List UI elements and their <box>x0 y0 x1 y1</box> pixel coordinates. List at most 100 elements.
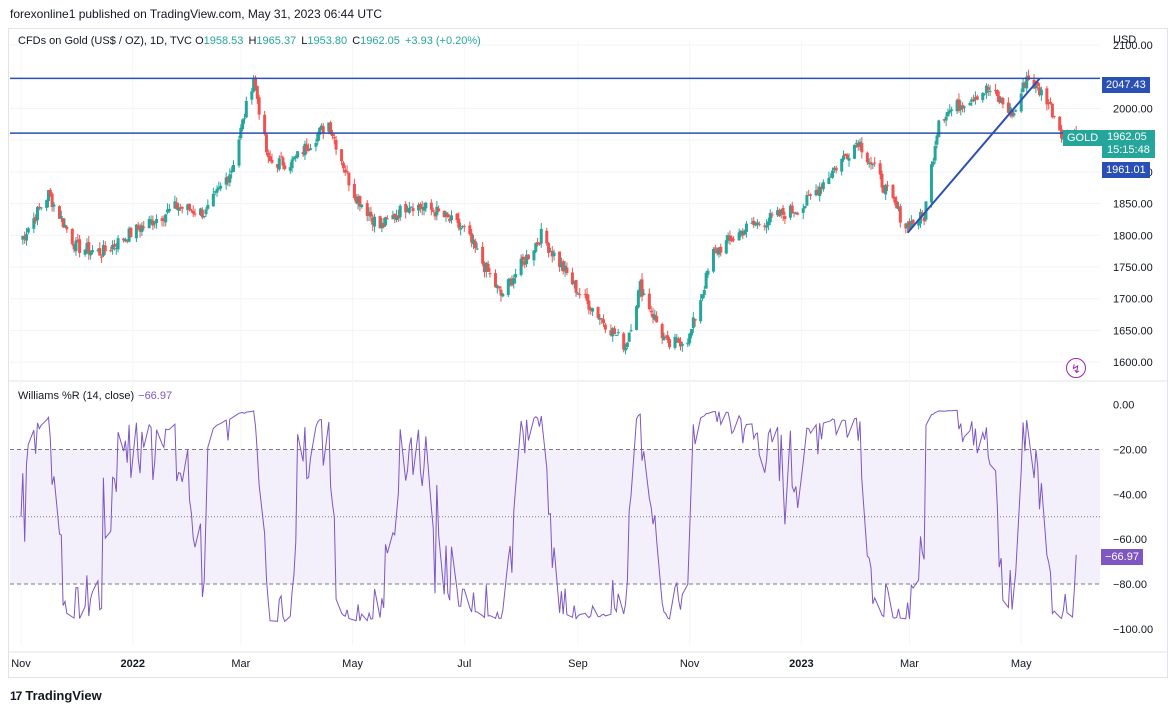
candle-body <box>422 207 426 211</box>
candle-body <box>340 149 344 162</box>
candle-body <box>704 272 708 289</box>
candle-body <box>57 206 61 219</box>
candle-body <box>636 290 640 308</box>
candle-body <box>999 98 1003 103</box>
candle-body <box>484 262 488 273</box>
candle-body <box>1038 87 1042 96</box>
candle-body <box>39 207 43 209</box>
candle-body <box>100 256 104 258</box>
candle-body <box>50 193 54 207</box>
candle-body <box>134 224 138 239</box>
candle-body <box>393 213 397 219</box>
candle-body <box>178 206 182 208</box>
candle-body <box>318 127 322 135</box>
wr-line <box>20 409 1077 623</box>
candle-body <box>574 280 578 293</box>
candle-body <box>583 293 587 295</box>
publish-line: forexonline1 published on TradingView.co… <box>10 7 383 21</box>
candle-body <box>545 230 549 244</box>
candle-body <box>616 332 620 334</box>
candle-body <box>111 245 115 250</box>
candle-body <box>307 149 311 151</box>
candle-body <box>396 215 400 219</box>
candle-body <box>35 207 39 221</box>
candle-body <box>264 134 268 153</box>
open-value: 1958.53 <box>203 35 244 47</box>
candle-body <box>46 190 50 202</box>
price-tick-label: 2100.00 <box>1113 40 1153 52</box>
candle-body <box>411 208 415 212</box>
candle-body <box>78 239 82 253</box>
candle-body <box>589 307 593 311</box>
last-price-tag: 1962.05 15:15:48 <box>1102 130 1155 158</box>
wr-tick-label: −100.00 <box>1113 624 1153 636</box>
candle-body <box>85 243 89 250</box>
candle-body <box>935 135 939 145</box>
tradingview-brand[interactable]: 17 TradingView <box>10 688 102 703</box>
candle-body <box>347 172 351 186</box>
candle-body <box>352 183 356 199</box>
candle-body <box>87 242 91 255</box>
candle-body <box>973 97 977 100</box>
candle-body <box>127 228 131 242</box>
candle-body <box>752 220 756 225</box>
candle-body <box>858 141 862 146</box>
candle-body <box>558 251 562 267</box>
candle-body <box>702 290 706 295</box>
candle-body <box>244 101 248 118</box>
candle-body <box>24 234 28 241</box>
candle-body <box>796 213 800 215</box>
candle-body <box>882 186 886 194</box>
candle-body <box>506 279 510 296</box>
candle-body <box>508 278 512 281</box>
candle-body <box>189 209 193 211</box>
candle-body <box>59 216 63 218</box>
candle-body <box>162 220 166 222</box>
candle-body <box>711 248 715 272</box>
candle-body <box>559 262 563 268</box>
candle-body <box>275 164 279 168</box>
candle-body <box>470 233 474 243</box>
candle-body <box>814 190 818 196</box>
candle-body <box>98 248 102 256</box>
candle-body <box>893 196 897 203</box>
candle-body <box>1021 82 1025 93</box>
candle-body <box>686 342 690 345</box>
candle-body <box>268 156 272 162</box>
candle-body <box>460 226 464 228</box>
candle-body <box>250 91 254 100</box>
candle-body <box>680 343 684 346</box>
candle-body <box>37 206 41 209</box>
candle-body <box>757 223 761 225</box>
candle-body <box>358 196 362 207</box>
candle-body <box>468 225 472 235</box>
candle-body <box>609 330 613 336</box>
candle-body <box>96 249 100 251</box>
close-value: 1962.05 <box>360 35 400 47</box>
candle-body <box>803 206 807 209</box>
candle-body <box>550 250 554 257</box>
candle-body <box>829 176 833 178</box>
low-value: 1953.80 <box>307 35 348 47</box>
candle-body <box>655 316 659 323</box>
candle-body <box>937 120 941 138</box>
candle-body <box>395 216 399 220</box>
candle-body <box>151 220 155 226</box>
price-tick-label: 2000.00 <box>1113 103 1153 115</box>
time-tick-label: 2022 <box>120 658 144 670</box>
candle-body <box>444 212 448 216</box>
currency-label: USD <box>1113 34 1137 46</box>
candle-body <box>981 92 985 101</box>
candle-body <box>649 310 653 313</box>
price-tick-label: 1650.00 <box>1113 325 1153 337</box>
candle-body <box>871 164 875 166</box>
candle-body <box>514 274 518 278</box>
candle-body <box>446 213 450 218</box>
lightning-bolt-icon[interactable]: ↯ <box>1066 358 1086 378</box>
candle-body <box>155 219 159 223</box>
candle-body <box>417 204 421 211</box>
candle-body <box>831 170 835 178</box>
candle-body <box>821 182 825 190</box>
candle-body <box>975 96 979 100</box>
